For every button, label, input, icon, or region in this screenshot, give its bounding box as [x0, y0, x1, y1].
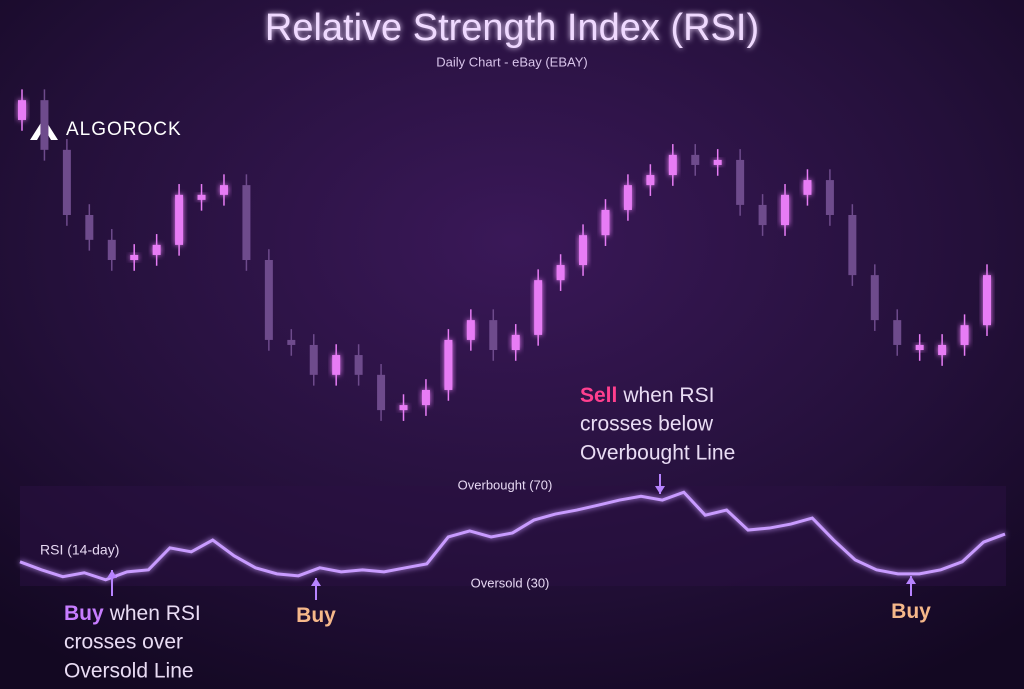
candle-body	[152, 244, 161, 255]
candle-body	[264, 260, 273, 340]
annotation-line: Overbought Line	[580, 442, 735, 465]
brand: ALGOROCK	[66, 119, 182, 140]
annotation-line: Oversold Line	[64, 660, 194, 683]
candle-body	[242, 185, 251, 260]
candle-body	[309, 344, 318, 375]
candle-body	[915, 344, 924, 350]
annotation-text: Sell when RSI	[580, 384, 714, 407]
candle-body	[489, 320, 498, 350]
candle-body	[758, 204, 767, 226]
candle-body	[40, 100, 49, 150]
annotation-highlight: Sell	[580, 384, 617, 407]
chart-subtitle: Daily Chart - eBay (EBAY)	[436, 54, 587, 69]
candle-body	[646, 175, 655, 186]
candle-body	[377, 374, 386, 411]
candle-body	[938, 344, 947, 356]
candle-body	[601, 209, 610, 236]
candle-body	[623, 185, 632, 210]
candle-body	[354, 355, 363, 375]
arrow-head	[311, 578, 321, 586]
candle-body	[803, 180, 812, 195]
chart-title: Relative Strength Index (RSI)	[265, 7, 759, 49]
rsi-panel	[20, 486, 1006, 586]
annotation-text: Buy	[891, 600, 931, 623]
annotation-text: Buy	[296, 604, 336, 627]
annotation-line: crosses over	[64, 631, 183, 654]
reference-label: Oversold (30)	[471, 575, 550, 590]
logo-icon	[30, 118, 58, 140]
candle-body	[332, 355, 341, 375]
candle-body	[668, 154, 677, 176]
candle-body	[444, 339, 453, 390]
candle-body	[85, 215, 94, 240]
annotation-line: crosses below	[580, 413, 714, 436]
annotation-highlight: Buy	[891, 600, 931, 623]
candle-body	[18, 100, 26, 120]
candle-body	[534, 280, 543, 335]
candle-body	[466, 320, 475, 340]
candle-body	[848, 215, 857, 276]
candle-body	[219, 185, 228, 195]
series-label: RSI (14-day)	[40, 542, 119, 558]
candle-body	[870, 275, 879, 321]
annotation-text: Buy when RSI	[64, 602, 201, 625]
candle-body	[736, 159, 745, 205]
reference-label: Overbought (70)	[458, 478, 553, 493]
candle-body	[107, 239, 116, 260]
candle-body	[781, 194, 790, 226]
candle-body	[893, 320, 902, 345]
candle-body	[579, 235, 588, 266]
candle-body	[556, 265, 565, 281]
arrow-head	[906, 576, 916, 584]
annotation-highlight: Buy	[296, 604, 336, 627]
arrow-head	[655, 486, 665, 494]
annotation-highlight: Buy	[64, 602, 104, 625]
candle-body	[960, 325, 969, 345]
candle-body	[983, 275, 991, 326]
candle-body	[287, 339, 296, 345]
candle-body	[130, 254, 139, 260]
candle-body	[825, 180, 834, 215]
candle-body	[197, 194, 206, 200]
annotation-line: when RSI	[622, 384, 714, 407]
annotation-line: when RSI	[109, 602, 201, 625]
rsi-line	[19, 490, 1006, 582]
candle-body	[691, 154, 700, 165]
candle-body	[62, 149, 71, 215]
candle-body	[713, 159, 722, 165]
candle-body	[511, 334, 520, 350]
candle-body	[399, 405, 408, 411]
candle-body	[421, 389, 430, 406]
arrow-head	[107, 570, 117, 578]
candle-body	[175, 194, 184, 245]
